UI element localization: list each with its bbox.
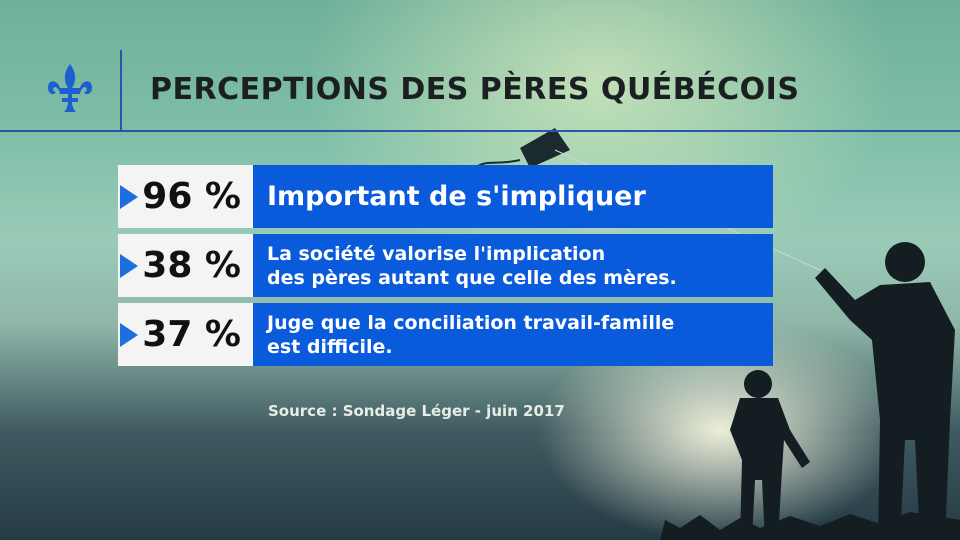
fleur-de-lis-icon	[46, 62, 94, 114]
stat-percent-box: 38 %	[118, 234, 253, 297]
page-title: PERCEPTIONS DES PÈRES QUÉBÉCOIS	[150, 72, 800, 107]
stat-row: 96 % Important de s'impliquer	[118, 165, 773, 228]
arrow-right-icon	[120, 322, 138, 347]
stat-percent-box: 37 %	[118, 303, 253, 366]
stat-percent: 96 %	[142, 176, 241, 217]
arrow-right-icon	[120, 184, 138, 209]
stat-description: Important de s'impliquer	[253, 165, 773, 228]
stat-percent-box: 96 %	[118, 165, 253, 228]
stat-row: 37 % Juge que la conciliation travail-fa…	[118, 303, 773, 366]
stat-percent: 38 %	[142, 245, 241, 286]
stat-row: 38 % La société valorise l'implication d…	[118, 234, 773, 297]
stat-description: La société valorise l'implication des pè…	[253, 234, 773, 297]
stat-description: Juge que la conciliation travail-famille…	[253, 303, 773, 366]
header-horizontal-divider	[0, 130, 960, 132]
stat-percent: 37 %	[142, 314, 241, 355]
source-note: Source : Sondage Léger - juin 2017	[268, 402, 565, 420]
child-silhouette	[730, 370, 810, 540]
father-silhouette	[815, 242, 955, 540]
grass	[660, 512, 960, 540]
header-vertical-divider	[120, 50, 122, 130]
arrow-right-icon	[120, 253, 138, 278]
stats-list: 96 % Important de s'impliquer 38 % La so…	[118, 165, 773, 372]
